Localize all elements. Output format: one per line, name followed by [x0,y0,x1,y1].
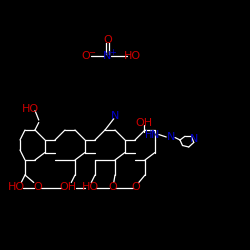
Text: O: O [132,182,140,192]
Text: +: + [110,48,116,57]
Text: O: O [82,51,90,61]
Text: N: N [167,132,175,142]
Text: HO: HO [8,182,25,192]
Text: HO: HO [22,104,38,114]
Text: O: O [33,182,42,192]
Text: N: N [103,51,112,61]
Text: −: − [88,48,95,57]
Text: HO: HO [82,182,98,192]
Text: N: N [190,134,198,144]
Text: O: O [103,35,112,45]
Text: HO: HO [124,51,141,61]
Text: H: H [145,130,152,140]
Text: N: N [111,111,119,121]
Text: OH: OH [59,182,76,192]
Text: N: N [151,130,159,140]
Text: O: O [108,182,117,192]
Text: OH: OH [135,118,152,128]
